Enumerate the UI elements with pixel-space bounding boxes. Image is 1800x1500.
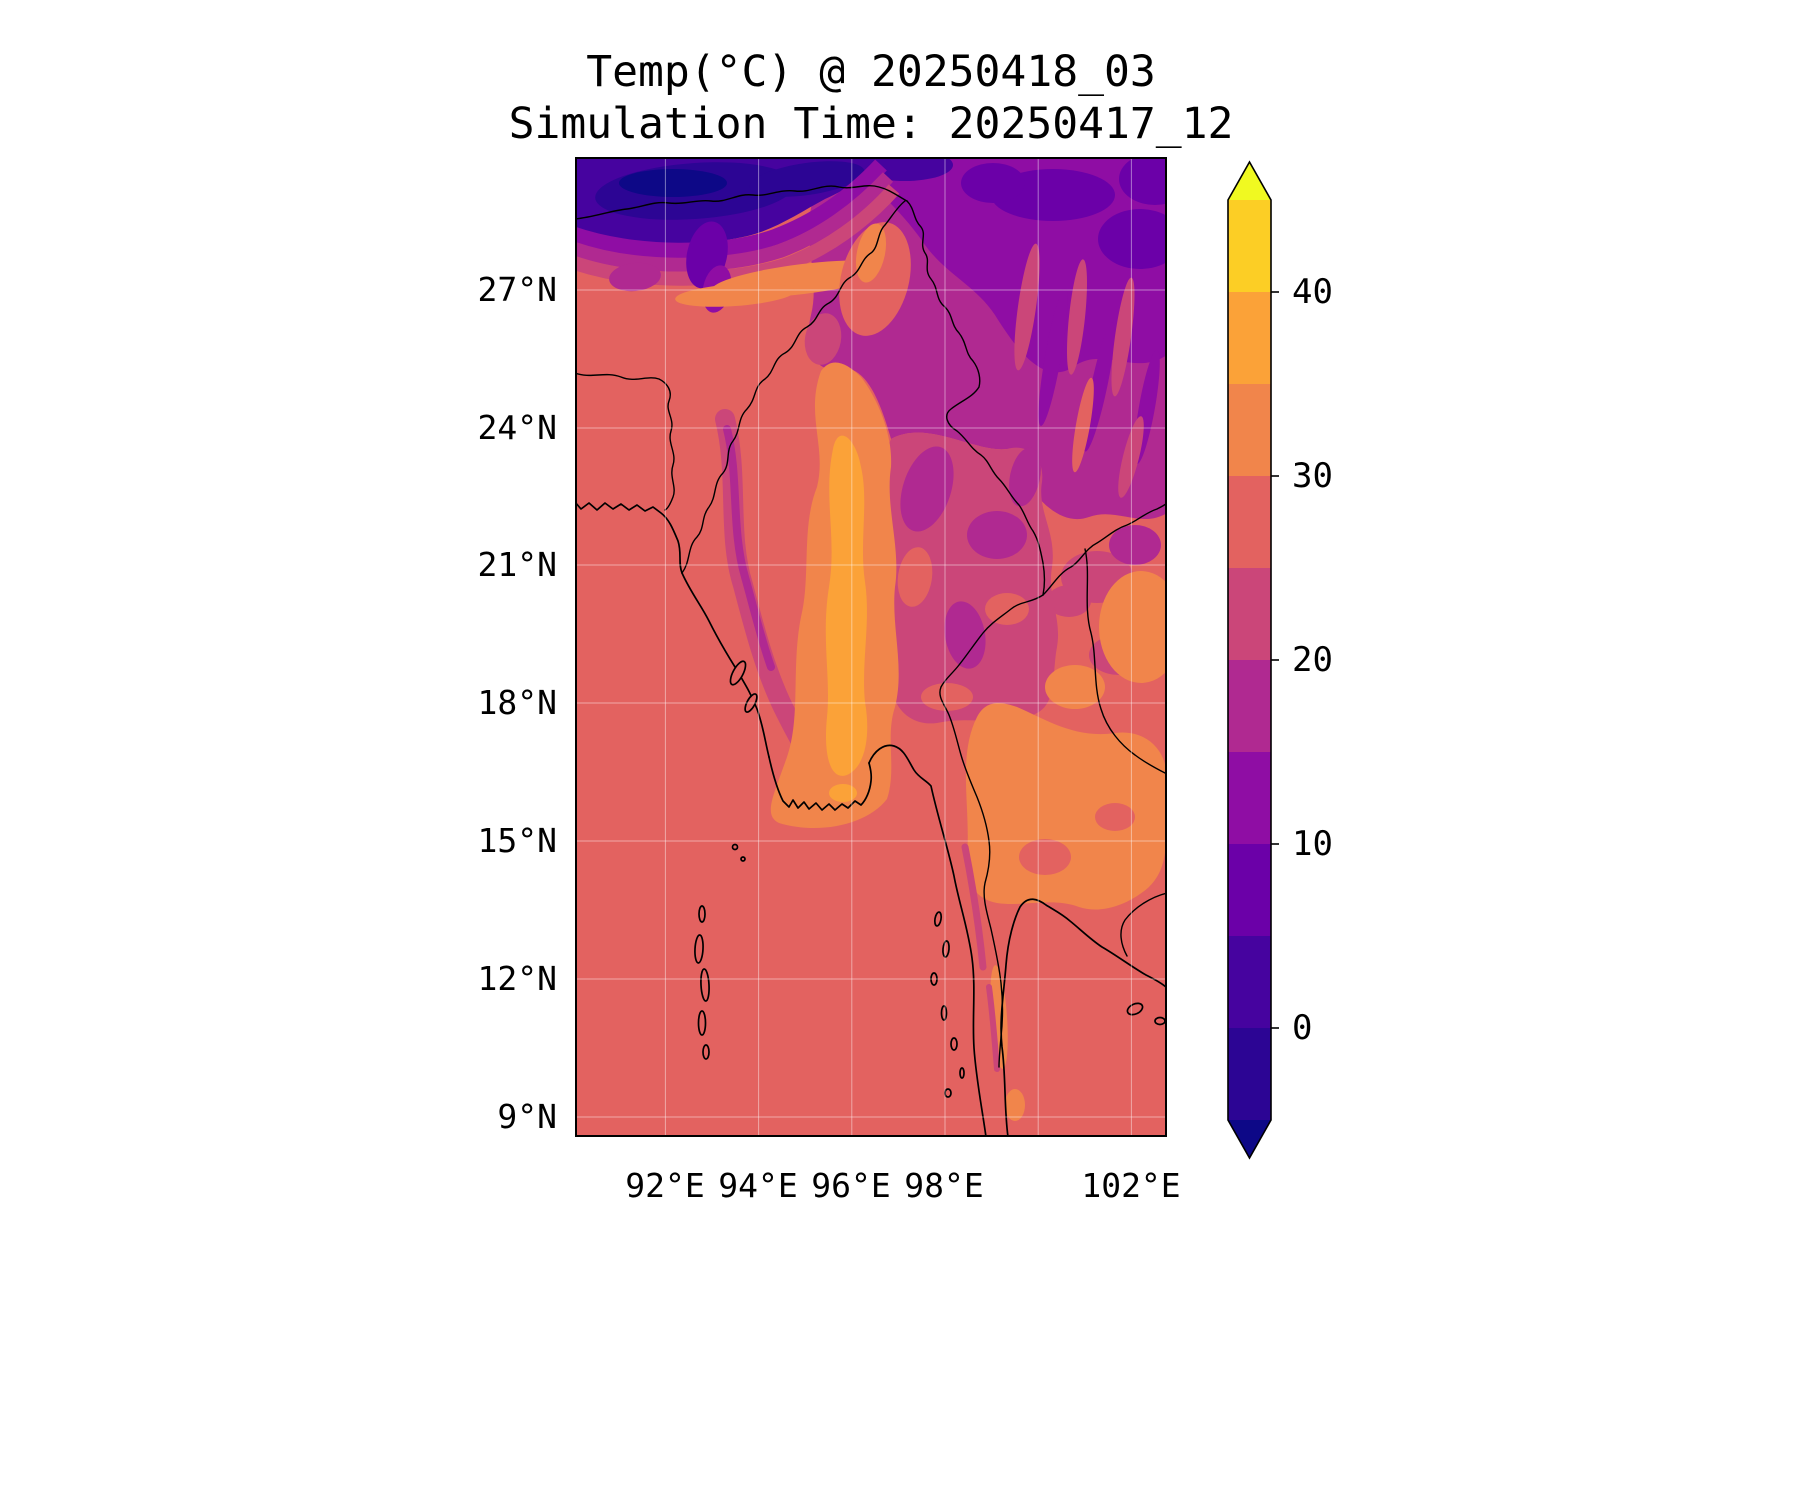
- border-cambodia: [1120, 892, 1167, 957]
- colorbar-band: [1228, 752, 1271, 844]
- x-tick-label: 94°E: [718, 1166, 798, 1205]
- coastline-bangladesh: [575, 501, 683, 574]
- map-frame: [575, 157, 1167, 1137]
- colorbar-tick-label: 10: [1292, 824, 1333, 864]
- colorbar-band: [1228, 568, 1271, 660]
- colorbar-band: [1228, 844, 1271, 936]
- colorbar-over-arrow: [1228, 162, 1271, 200]
- temperature-map: [575, 157, 1167, 1137]
- border-bangladesh: [575, 372, 675, 511]
- x-tick-label: 98°E: [904, 1166, 984, 1205]
- border-thailand-myanmar: [939, 594, 1044, 1068]
- y-tick-label: 21°N: [477, 545, 557, 584]
- colorbar-tick-label: 40: [1292, 272, 1333, 312]
- coastlines: [575, 501, 1167, 1137]
- border-laos-thailand: [1084, 548, 1167, 775]
- colorbar-band: [1228, 292, 1271, 384]
- colorbar-tick-label: 30: [1292, 456, 1333, 496]
- country-borders: [575, 185, 1167, 1068]
- border-mekong: [1042, 502, 1167, 596]
- colorbar-tick-label: 0: [1292, 1008, 1313, 1048]
- plot-subtitle: Simulation Time: 20250417_12: [508, 99, 1234, 149]
- colorbar-tick-label: 20: [1292, 640, 1333, 680]
- title-block: Temp(°C) @ 20250418_03 Simulation Time: …: [171, 46, 1571, 150]
- border-china-myanmar: [906, 200, 1046, 596]
- colorbar-band: [1228, 200, 1271, 292]
- colorbar-outline: [1227, 160, 1272, 1160]
- colorbar-band: [1228, 936, 1271, 1028]
- border-himalaya: [575, 185, 908, 220]
- colorbar-band: [1228, 476, 1271, 568]
- coastline-martaban: [868, 744, 987, 1137]
- y-tick-label: 12°N: [477, 959, 557, 998]
- colorbar-under-arrow: [1228, 1120, 1271, 1158]
- colorbar-ticks: [1271, 291, 1279, 1029]
- colorbar-bands: [1228, 162, 1271, 1158]
- x-tick-label: 96°E: [811, 1166, 891, 1205]
- plot-title: Temp(°C) @ 20250418_03: [586, 47, 1156, 97]
- y-tick-label: 27°N: [477, 270, 557, 309]
- border-india-myanmar: [681, 200, 906, 574]
- x-tick-label: 92°E: [625, 1166, 705, 1205]
- temperature-field: [575, 157, 1167, 1137]
- colorbar: [1227, 160, 1279, 1160]
- y-tick-label: 15°N: [477, 821, 557, 860]
- y-tick-label: 18°N: [477, 683, 557, 722]
- x-tick-label: 102°E: [1081, 1166, 1181, 1205]
- colorbar-band: [1228, 384, 1271, 476]
- coastline-delta: [768, 756, 873, 811]
- gridlines: [575, 157, 1167, 1137]
- y-tick-label: 9°N: [497, 1097, 557, 1136]
- colorbar-band: [1228, 1028, 1271, 1120]
- colorbar-band: [1228, 660, 1271, 752]
- y-tick-label: 24°N: [477, 408, 557, 447]
